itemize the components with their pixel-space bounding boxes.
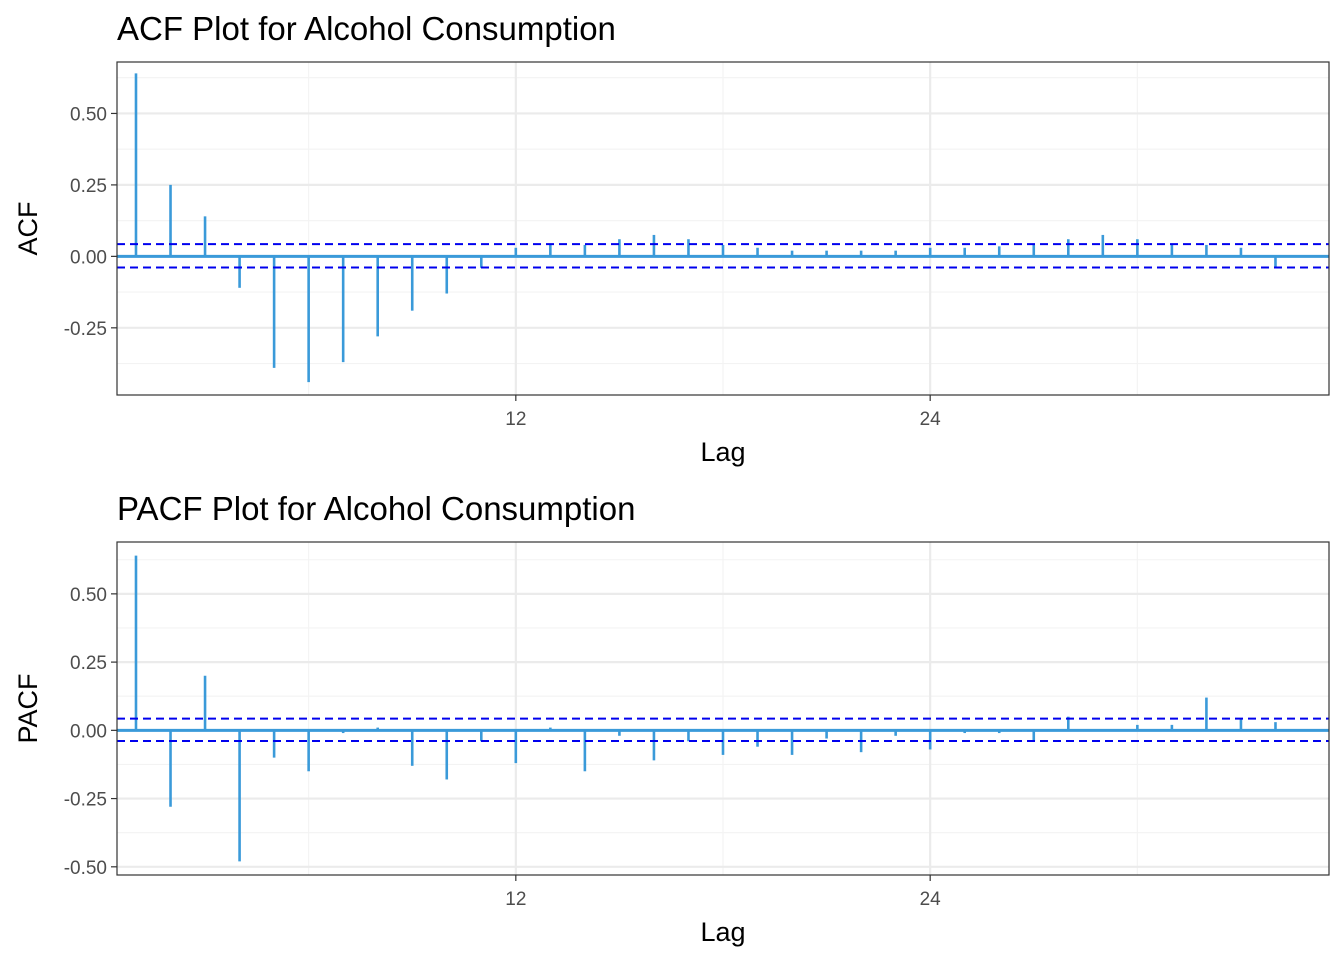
pacf-x-axis-title: Lag bbox=[700, 917, 745, 947]
acf-panel-border bbox=[116, 61, 1330, 396]
pacf-y-tick-label: 0.00 bbox=[70, 721, 107, 742]
acf-x-tick-label: 12 bbox=[505, 409, 526, 430]
acf-y-tick-label: -0.25 bbox=[64, 319, 107, 340]
pacf-y-tick-label: -0.25 bbox=[64, 790, 107, 811]
pacf-y-axis-title: PACF bbox=[13, 673, 43, 743]
acf-x-axis-title: Lag bbox=[700, 437, 745, 467]
pacf-y-tick-label: 0.50 bbox=[70, 585, 107, 606]
acf-y-axis-title: ACF bbox=[13, 202, 43, 256]
acf-y-tick-label: 0.50 bbox=[70, 104, 107, 125]
pacf-panel: -0.50 -0.25 0.00 0.25 0.50 12 24 PACF Plot for … bbox=[13, 490, 1330, 947]
pacf-panel-border bbox=[116, 541, 1330, 876]
acf-panel: -0.25 0.00 0.25 0.50 12 24 ACF Plot for Alcoho… bbox=[13, 10, 1330, 467]
acf-y-tick-label: 0.25 bbox=[70, 176, 107, 197]
acf-title: ACF Plot for Alcohol Consumption bbox=[117, 10, 616, 47]
pacf-y-tick-label: 0.25 bbox=[70, 653, 107, 674]
pacf-y-tick-label: -0.50 bbox=[64, 858, 107, 879]
pacf-x-tick-label: 24 bbox=[920, 889, 942, 910]
acf-x-tick-label: 24 bbox=[920, 409, 942, 430]
acf-y-tick-label: 0.00 bbox=[70, 247, 107, 268]
pacf-title: PACF Plot for Alcohol Consumption bbox=[117, 490, 635, 527]
pacf-x-tick-label: 12 bbox=[505, 889, 526, 910]
